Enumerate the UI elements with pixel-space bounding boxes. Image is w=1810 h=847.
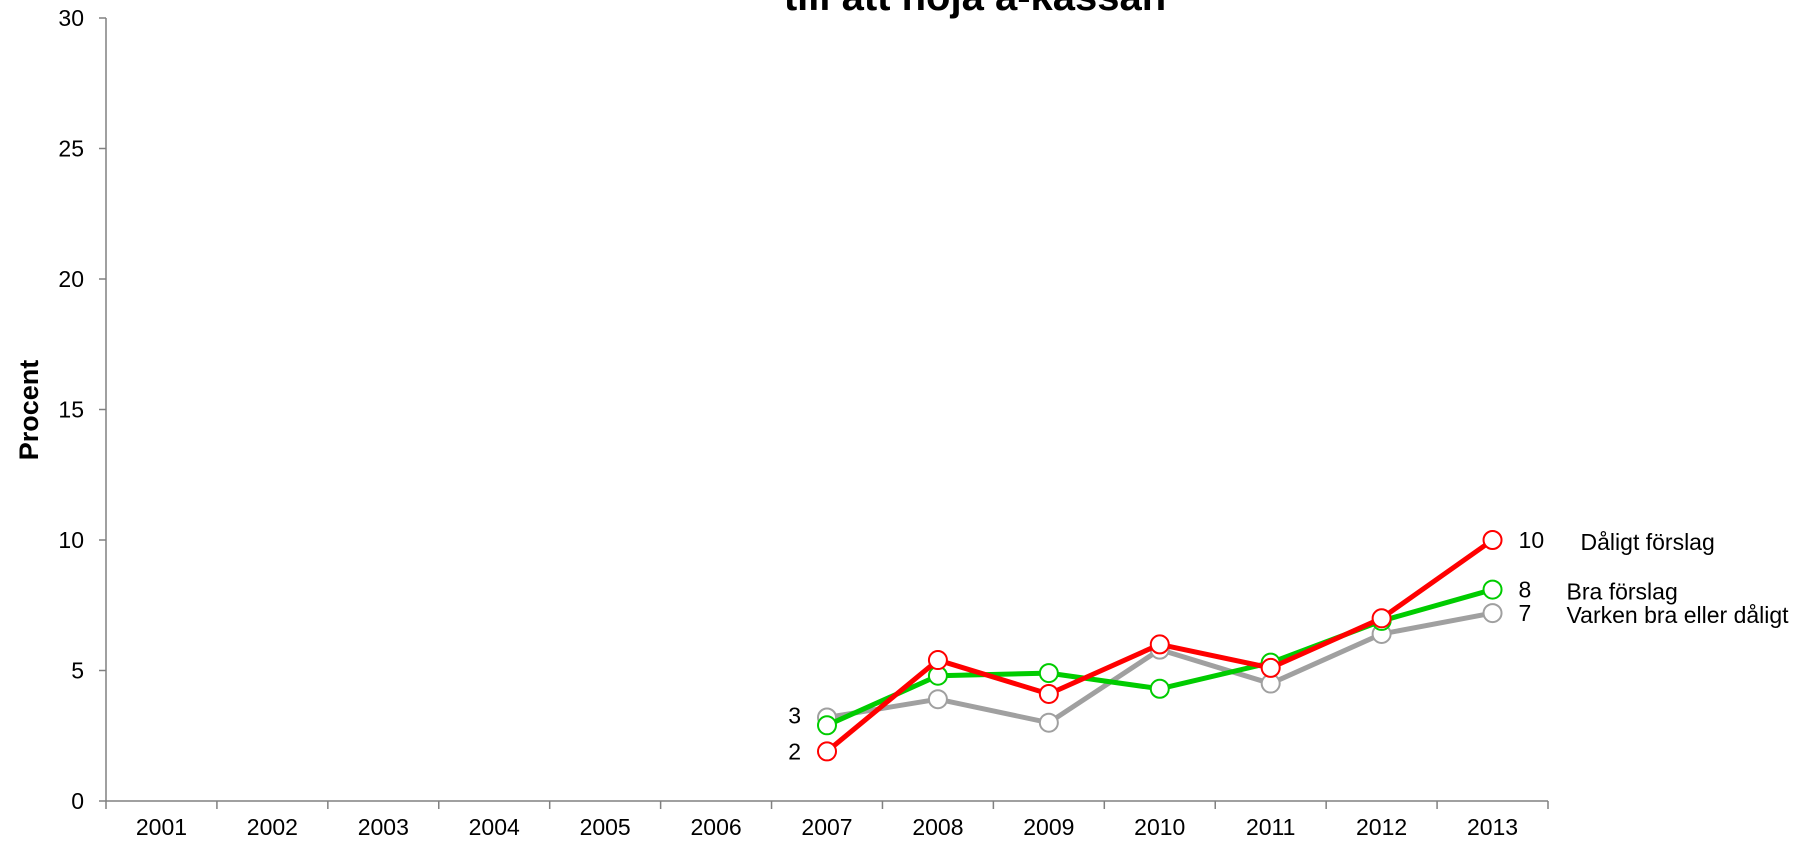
point-marker (1371, 608, 1392, 629)
data-label: 8 (1519, 577, 1532, 603)
x-tick-label: 2001 (136, 814, 187, 840)
data-label: 3 (788, 702, 801, 728)
x-tick-label: 2011 (1246, 814, 1295, 840)
data-label: 10 (1519, 527, 1545, 553)
y-tick-label: 30 (58, 5, 84, 31)
point-marker (1482, 603, 1503, 624)
y-tick-label: 5 (71, 658, 84, 684)
x-tick-label: 2010 (1134, 814, 1185, 840)
x-tick-label: 2012 (1356, 814, 1407, 840)
legend-label: Dåligt förslag (1581, 529, 1715, 555)
x-tick-label: 2003 (358, 814, 409, 840)
point-marker (1482, 579, 1503, 600)
point-marker (1482, 530, 1503, 550)
x-tick-label: 2013 (1467, 814, 1518, 840)
point-marker (1149, 678, 1170, 699)
y-tick-label: 10 (58, 527, 84, 553)
point-marker (1038, 683, 1059, 704)
point-marker (927, 650, 948, 671)
point-marker (817, 715, 837, 736)
y-tick-label: 25 (58, 136, 84, 162)
y-axis-label: Procent (14, 360, 44, 461)
data-label: 7 (1519, 600, 1532, 626)
x-tick-label: 2009 (1023, 814, 1074, 840)
point-marker (1038, 712, 1059, 733)
point-marker (1149, 634, 1170, 655)
point-marker (1260, 657, 1281, 678)
chart-title: till att höja a-kassan (784, 0, 1166, 19)
x-tick-label: 2007 (801, 814, 852, 840)
x-tick-label: 2008 (912, 814, 963, 840)
point-marker (817, 741, 837, 762)
point-marker (1038, 663, 1059, 684)
x-tick-label: 2004 (469, 814, 520, 840)
legend-label: Varken bra eller dåligt (1567, 602, 1790, 628)
x-tick-label: 2005 (580, 814, 631, 840)
y-tick-label: 20 (58, 266, 84, 292)
y-tick-label: 0 (71, 788, 84, 814)
x-tick-label: 2002 (247, 814, 298, 840)
point-marker (927, 689, 948, 710)
legend-label: Bra förslag (1567, 579, 1678, 605)
x-tick-label: 2006 (690, 814, 741, 840)
data-label: 2 (788, 738, 801, 764)
y-tick-label: 15 (58, 397, 84, 423)
